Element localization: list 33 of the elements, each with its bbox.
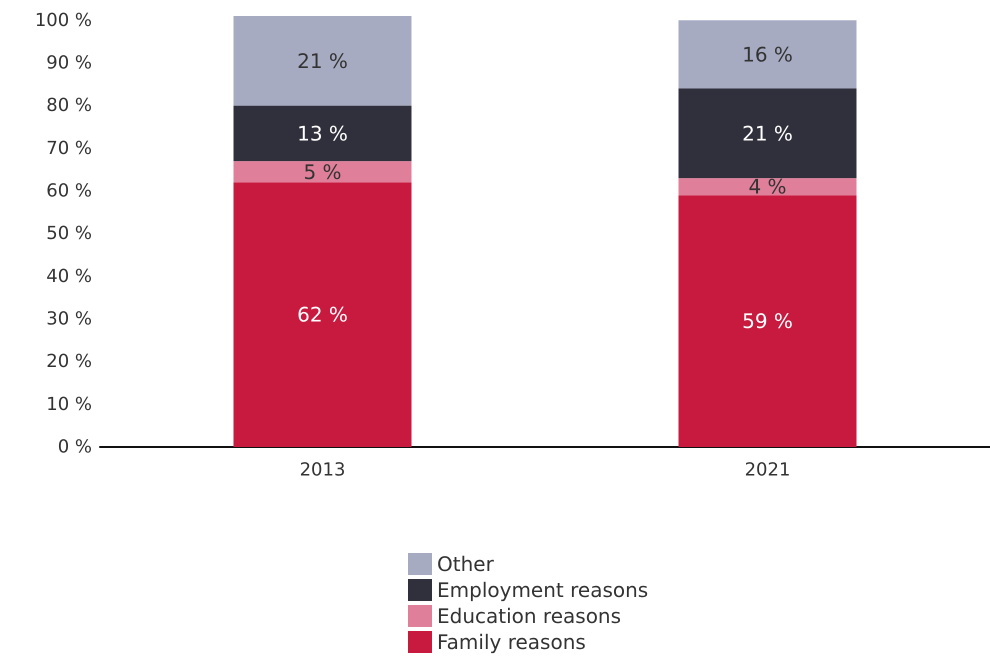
- data-label: 59 %: [742, 309, 793, 334]
- data-label: 21 %: [742, 121, 793, 146]
- bar: [234, 182, 412, 447]
- y-tick-label: 90 %: [46, 52, 92, 74]
- bar: [234, 161, 412, 182]
- legend-label: Education reasons: [437, 604, 622, 628]
- y-tick-label: 10 %: [46, 394, 92, 415]
- y-tick-label: 60 %: [46, 180, 92, 202]
- y-tick-label: 70 %: [46, 138, 92, 159]
- bar: [234, 106, 412, 162]
- bar: [678, 20, 856, 89]
- x-tick-label: 2021: [744, 460, 790, 480]
- bar: [678, 178, 856, 196]
- legend-label: Family reasons: [437, 630, 586, 654]
- legend-label: Employment reasons: [437, 578, 648, 602]
- legend-label: Other: [437, 552, 495, 576]
- data-label: 5 %: [303, 160, 342, 184]
- y-tick-label: 80 %: [46, 95, 92, 116]
- y-tick-label: 100 %: [34, 10, 92, 31]
- data-label: 16 %: [742, 42, 793, 66]
- y-tick-label: 20 %: [46, 351, 92, 372]
- data-label: 4 %: [748, 174, 787, 199]
- y-tick-label: 0 %: [58, 436, 92, 458]
- bar: [678, 88, 856, 178]
- y-tick-label: 30 %: [46, 308, 92, 330]
- bar: [678, 195, 856, 447]
- x-tick-label: 2013: [300, 460, 346, 480]
- y-tick-label: 40 %: [46, 266, 92, 287]
- y-tick-label: 50 %: [46, 223, 92, 244]
- data-label: 13 %: [297, 121, 348, 146]
- data-label: 21 %: [297, 48, 348, 73]
- bar: [234, 16, 412, 106]
- data-label: 62 %: [297, 302, 348, 327]
